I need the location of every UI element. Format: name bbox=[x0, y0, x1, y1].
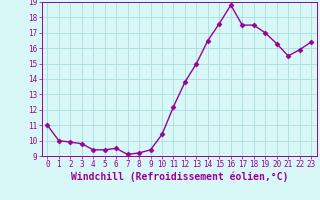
X-axis label: Windchill (Refroidissement éolien,°C): Windchill (Refroidissement éolien,°C) bbox=[70, 172, 288, 182]
